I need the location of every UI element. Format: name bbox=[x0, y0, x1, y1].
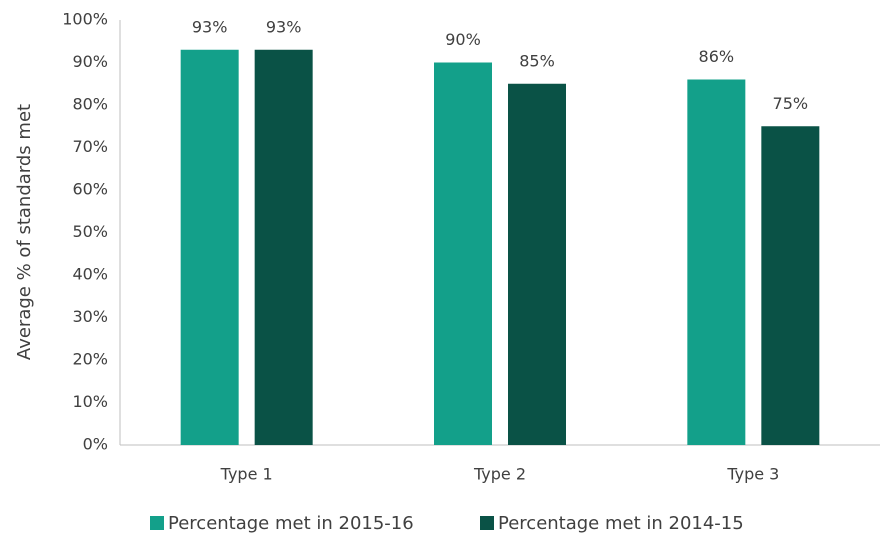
bar bbox=[508, 83, 566, 445]
y-axis-label: Average % of standards met bbox=[14, 104, 35, 360]
bar bbox=[687, 79, 746, 445]
y-tick-label: 20% bbox=[72, 350, 108, 369]
y-tick-label: 100% bbox=[62, 10, 108, 29]
y-tick-label: 50% bbox=[72, 222, 108, 241]
legend-label: Percentage met in 2014-15 bbox=[498, 513, 744, 534]
bar bbox=[761, 126, 820, 445]
y-tick-label: 80% bbox=[72, 95, 108, 114]
bar bbox=[180, 49, 239, 445]
y-tick-label: 90% bbox=[72, 52, 108, 71]
x-tick-label: Type 1 bbox=[220, 465, 273, 484]
y-tick-label: 10% bbox=[72, 392, 108, 411]
legend-swatch bbox=[480, 516, 494, 530]
y-tick-label: 60% bbox=[72, 180, 108, 199]
data-label: 93% bbox=[192, 17, 228, 36]
data-label: 86% bbox=[699, 47, 735, 66]
x-tick-label: Type 3 bbox=[726, 465, 779, 484]
data-label: 75% bbox=[773, 94, 809, 113]
data-label: 85% bbox=[519, 51, 555, 70]
y-tick-label: 30% bbox=[72, 307, 108, 326]
y-tick-label: 70% bbox=[72, 137, 108, 156]
y-tick-label: 40% bbox=[72, 265, 108, 284]
bar bbox=[434, 62, 492, 445]
legend-label: Percentage met in 2015-16 bbox=[168, 513, 414, 534]
legend-swatch bbox=[150, 516, 164, 530]
y-tick-label: 0% bbox=[83, 435, 108, 454]
bar bbox=[254, 49, 313, 445]
data-label: 93% bbox=[266, 17, 302, 36]
data-label: 90% bbox=[445, 30, 481, 49]
x-tick-label: Type 2 bbox=[473, 465, 526, 484]
